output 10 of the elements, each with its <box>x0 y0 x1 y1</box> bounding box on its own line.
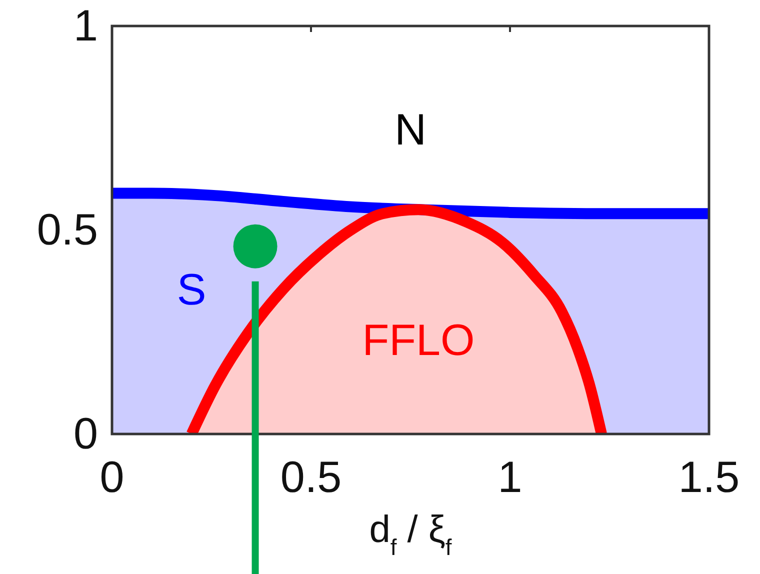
x-tick-label: 0.5 <box>280 453 342 502</box>
y-tick-label: 0.5 <box>36 206 98 254</box>
x-tick-label: 1 <box>498 453 522 502</box>
x-tick-label: 1.5 <box>678 453 740 502</box>
annotation: N <box>394 105 426 154</box>
y-tick-label: 1 <box>74 2 98 50</box>
series-label: FFLO <box>362 315 475 364</box>
series-label: S <box>176 265 206 314</box>
x-axis-title: d$_{f}$ / ξ$_{f}$ <box>369 509 452 560</box>
y-tick-label: 0 <box>74 410 98 458</box>
